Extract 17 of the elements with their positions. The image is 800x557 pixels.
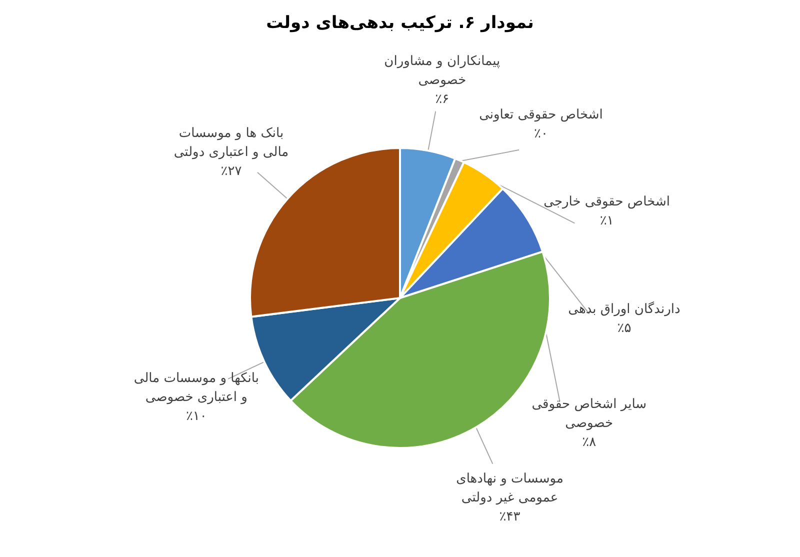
chart-title: نمودار ۶. ترکیب بدهی‌های دولت bbox=[266, 13, 534, 33]
data-label: ٪۲۷ bbox=[220, 164, 242, 180]
data-label: ٪۱۰ bbox=[186, 408, 207, 424]
data-label: ٪۴۳ bbox=[499, 509, 520, 524]
slice-label: بانک ها و موسسات مالی و اعتباری دولتی bbox=[174, 126, 289, 160]
data-label: ٪۶ bbox=[435, 92, 450, 107]
slice-label: بانکها و موسسات مالی و اعتباری خصوصی bbox=[134, 370, 259, 405]
data-label: ٪۵ bbox=[617, 320, 632, 336]
category-label: اشخاص حقوقی تعاونی bbox=[479, 108, 603, 123]
text: ٪۰ bbox=[534, 126, 548, 142]
data-label: ٪۸ bbox=[582, 434, 596, 450]
slice-label: دارندگان اوراق بدهی bbox=[568, 300, 680, 317]
slice-label: اشخاص حقوقی خارجی bbox=[544, 194, 670, 210]
data-label: ٪۱ bbox=[600, 213, 614, 228]
slice-label: سایر اشخاص حقوقی خصوصی bbox=[532, 396, 647, 431]
slice-label: موسسات و نهادهای عمومی غیر دولتی bbox=[456, 471, 564, 506]
slice-label: پیمانکاران و مشاوران خصوصی bbox=[384, 54, 501, 88]
